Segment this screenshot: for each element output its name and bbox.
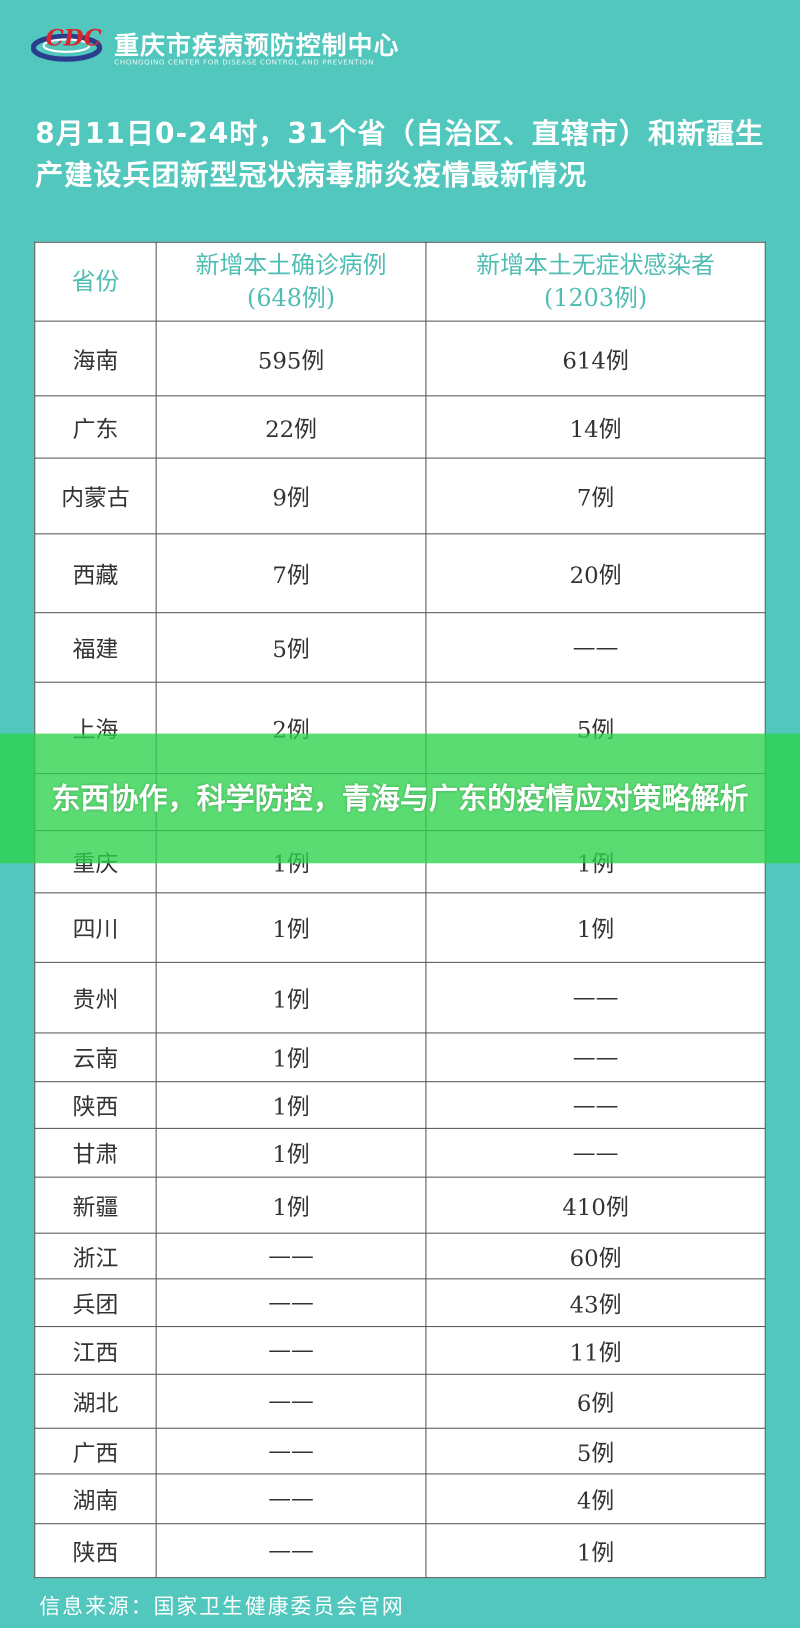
confirmed-cell: ——	[155, 1278, 427, 1328]
headline-text: 东西协作，科学防控，青海与广东的疫情应对策略解析	[51, 780, 749, 816]
province-cell: 湖北	[34, 1373, 157, 1429]
confirmed-cell: 5例	[155, 612, 427, 683]
org-name-en: CHONGQING CENTER FOR DISEASE CONTROL AND…	[114, 58, 375, 67]
confirmed-cell: 9例	[155, 457, 427, 535]
asymptomatic-cell: ——	[425, 1127, 766, 1178]
province-cell: 四川	[34, 892, 157, 963]
table-row: 广西 —— 5例	[34, 1427, 766, 1475]
asymptomatic-cell: 14例	[425, 395, 766, 459]
province-cell: 海南	[34, 320, 157, 397]
org-name: 重庆市疾病预防控制中心	[114, 31, 400, 61]
province-cell: 福建	[34, 612, 157, 683]
province-cell: 湖南	[34, 1473, 157, 1525]
asymptomatic-cell: 1例	[425, 892, 766, 963]
asymptomatic-cell: ——	[425, 1081, 766, 1129]
asymptomatic-cell: 4例	[425, 1473, 766, 1525]
svg-text:CDC: CDC	[46, 26, 102, 52]
table-row: 兵团 —— 43例	[34, 1278, 766, 1328]
table-row: 福建 5例 ——	[34, 612, 766, 683]
source-note: 信息来源：国家卫生健康委员会官网	[39, 1593, 405, 1619]
confirmed-cell: ——	[155, 1473, 427, 1525]
table-row: 广东 22例 14例	[34, 395, 766, 459]
confirmed-cell: 595例	[155, 320, 427, 397]
province-cell: 兵团	[34, 1278, 157, 1328]
table-row: 甘肃 1例 ——	[34, 1127, 766, 1178]
table-row: 江西 —— 11例	[34, 1326, 766, 1375]
asymptomatic-cell: 43例	[425, 1278, 766, 1328]
confirmed-cell: 1例	[155, 1127, 427, 1178]
province-cell: 陕西	[34, 1081, 157, 1129]
province-cell: 陕西	[34, 1523, 157, 1579]
asymptomatic-cell: 5例	[425, 1427, 766, 1475]
table-row: 内蒙古 9例 7例	[34, 457, 766, 535]
table-row: 浙江 —— 60例	[34, 1232, 766, 1280]
province-cell: 广东	[34, 395, 157, 459]
confirmed-cell: 1例	[155, 892, 427, 963]
confirmed-cell: ——	[155, 1326, 427, 1375]
province-cell: 甘肃	[34, 1127, 157, 1178]
column-header: 新增本土无症状感染者 (1203例)	[425, 241, 766, 322]
asymptomatic-cell: ——	[425, 961, 766, 1034]
province-cell: 广西	[34, 1427, 157, 1475]
table-row: 西藏 7例 20例	[34, 533, 766, 614]
table-row: 贵州 1例 ——	[34, 961, 766, 1034]
cdc-logo: CDC	[31, 26, 103, 62]
province-cell: 内蒙古	[34, 457, 157, 535]
table-row: 湖北 —— 6例	[34, 1373, 766, 1429]
table-row: 湖南 —— 4例	[34, 1473, 766, 1525]
confirmed-cell: 1例	[155, 961, 427, 1034]
province-cell: 江西	[34, 1326, 157, 1375]
asymptomatic-cell: 20例	[425, 533, 766, 614]
asymptomatic-cell: ——	[425, 1032, 766, 1083]
province-cell: 贵州	[34, 961, 157, 1034]
asymptomatic-cell: 614例	[425, 320, 766, 397]
cases-table: 省份 新增本土确诊病例 (648例) 新增本土无症状感染者 (1203例) 海南 59…	[34, 241, 766, 1579]
asymptomatic-cell: ——	[425, 612, 766, 683]
column-header: 新增本土确诊病例 (648例)	[155, 241, 427, 322]
confirmed-cell: 22例	[155, 395, 427, 459]
confirmed-cell: ——	[155, 1523, 427, 1579]
page-title: 8月11日0-24时，31个省（自治区、直辖市）和新疆生产建设兵团新型冠状病毒肺…	[35, 118, 765, 192]
asymptomatic-cell: 1例	[425, 1523, 766, 1579]
confirmed-cell: 1例	[155, 1032, 427, 1083]
column-header: 省份	[34, 241, 157, 322]
province-cell: 新疆	[34, 1176, 157, 1234]
province-cell: 西藏	[34, 533, 157, 614]
confirmed-cell: 1例	[155, 1176, 427, 1234]
asymptomatic-cell: 60例	[425, 1232, 766, 1280]
confirmed-cell: ——	[155, 1373, 427, 1429]
confirmed-cell: 7例	[155, 533, 427, 614]
table-row: 海南 595例 614例	[34, 320, 766, 397]
asymptomatic-cell: 7例	[425, 457, 766, 535]
asymptomatic-cell: 410例	[425, 1176, 766, 1234]
confirmed-cell: 1例	[155, 1081, 427, 1129]
province-cell: 云南	[34, 1032, 157, 1083]
confirmed-cell: ——	[155, 1232, 427, 1280]
table-row: 四川 1例 1例	[34, 892, 766, 963]
table-row: 陕西 —— 1例	[34, 1523, 766, 1579]
headline-banner: 东西协作，科学防控，青海与广东的疫情应对策略解析	[0, 733, 800, 864]
province-cell: 浙江	[34, 1232, 157, 1280]
confirmed-cell: ——	[155, 1427, 427, 1475]
asymptomatic-cell: 6例	[425, 1373, 766, 1429]
table-row: 云南 1例 ——	[34, 1032, 766, 1083]
asymptomatic-cell: 11例	[425, 1326, 766, 1375]
table-row: 陕西 1例 ——	[34, 1081, 766, 1129]
table-row: 新疆 1例 410例	[34, 1176, 766, 1234]
